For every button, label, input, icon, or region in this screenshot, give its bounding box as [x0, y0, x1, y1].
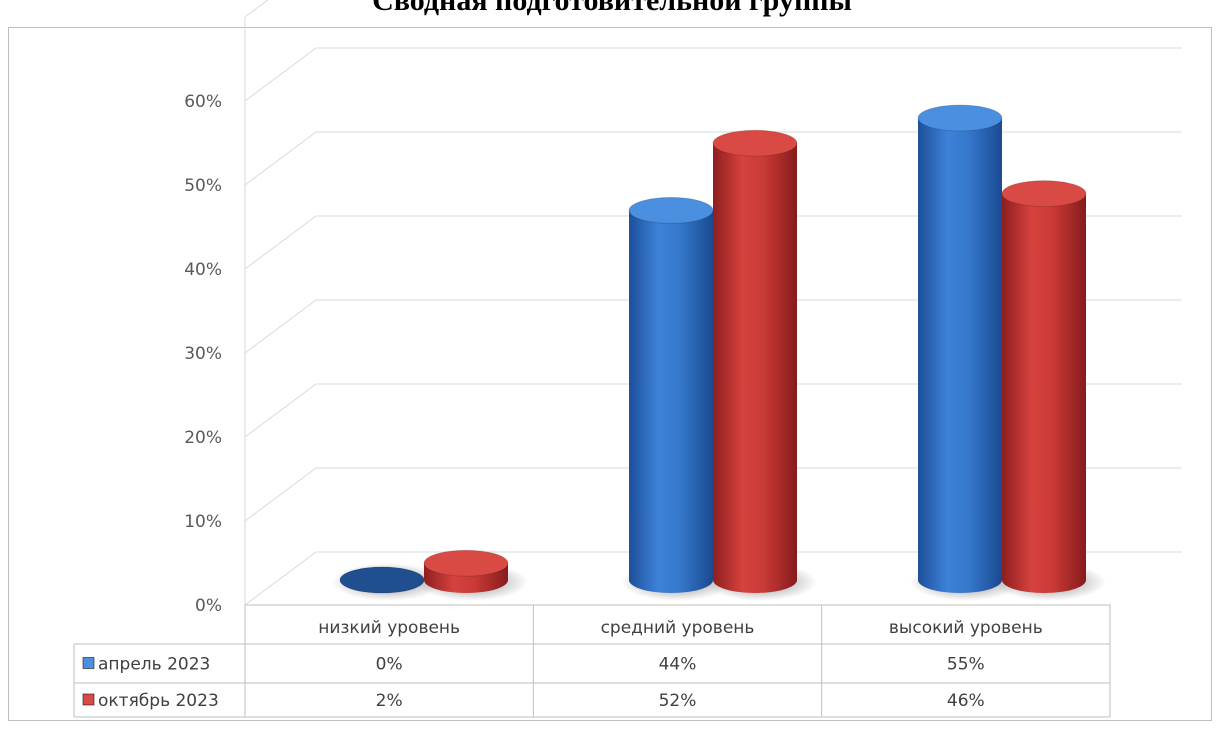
category-label: средний уровень: [601, 618, 755, 638]
gridline-depth: [244, 131, 317, 186]
bar-top: [423, 549, 509, 577]
data-label: 0%: [376, 655, 403, 675]
y-tick-label: 30%: [184, 344, 222, 364]
y-tick-label: 0%: [195, 596, 222, 616]
gridline-depth: [244, 215, 317, 270]
y-tick-label: 60%: [184, 92, 222, 112]
bar: [713, 143, 797, 593]
gridline-depth: [244, 383, 317, 438]
gridline-depth: [244, 47, 317, 102]
gridline-depth: [244, 299, 317, 354]
gridline-depth: [244, 551, 317, 606]
data-label: 52%: [659, 691, 697, 711]
category-label: низкий уровень: [318, 618, 460, 638]
bar: [918, 118, 1002, 593]
chart-frame: [8, 27, 1212, 721]
legend-label: октябрь 2023: [98, 691, 219, 711]
data-label: 2%: [376, 691, 403, 711]
data-label: 46%: [947, 691, 985, 711]
bar-top: [339, 566, 425, 594]
y-tick-label: 50%: [184, 176, 222, 196]
bar: [1002, 193, 1086, 593]
y-tick-label: 20%: [184, 428, 222, 448]
bar: [629, 210, 713, 593]
legend-swatch: [82, 657, 95, 669]
category-label: высокий уровень: [889, 618, 1043, 638]
data-label: 44%: [659, 655, 697, 675]
bar-top: [628, 196, 714, 224]
gridline-depth: [244, 0, 269, 18]
y-tick-label: 10%: [184, 512, 222, 532]
bar-top: [712, 129, 798, 157]
data-label: 55%: [947, 655, 985, 675]
chart-title: Сводная подготовительной группы: [372, 0, 852, 17]
bar-top: [1001, 180, 1087, 208]
gridline-depth: [244, 467, 317, 522]
legend-label: апрель 2023: [98, 655, 210, 675]
legend-swatch: [82, 693, 95, 706]
y-tick-label: 40%: [184, 260, 222, 280]
bar-top: [917, 104, 1003, 132]
